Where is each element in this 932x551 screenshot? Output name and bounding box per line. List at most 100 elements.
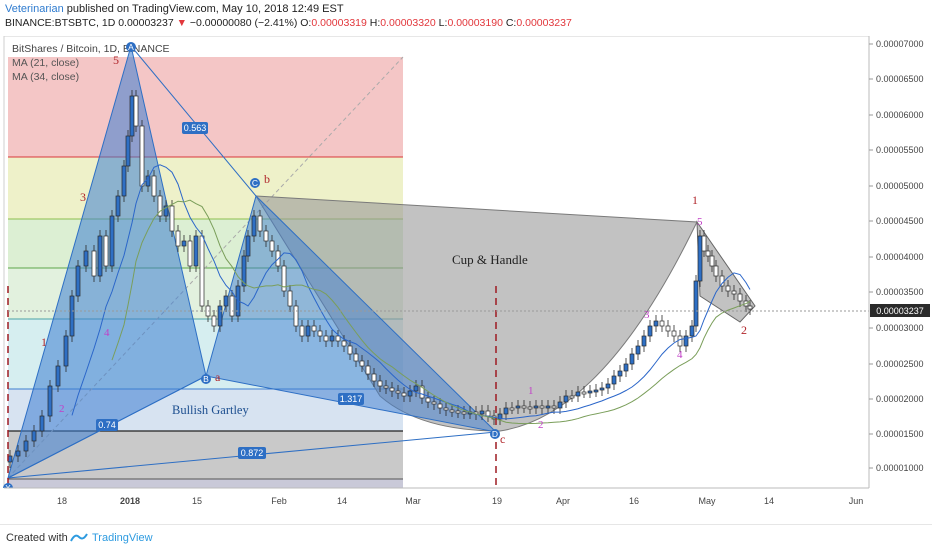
candle-body [287, 290, 293, 307]
point-b-marker [201, 374, 211, 384]
candle-body [55, 365, 61, 387]
y-tick-label: 0.00005500 [876, 145, 924, 155]
candle-body [641, 335, 647, 347]
candle-body [515, 405, 521, 409]
candle-body [269, 240, 275, 252]
created-with-text: Created with [6, 532, 68, 544]
wave-label-2-right: 2 [741, 323, 747, 337]
candle-body [129, 95, 135, 137]
candle-body [75, 265, 81, 297]
candle-body [121, 165, 127, 197]
legend-title: BitShares / Bitcoin, 1D, BINANCE [12, 43, 170, 55]
fib-band-bottom [8, 479, 403, 488]
y-tick-label: 0.00005000 [876, 181, 924, 191]
candle-body [15, 450, 21, 457]
candle-body [443, 407, 449, 411]
candle-body [317, 330, 323, 337]
candle-body [23, 440, 29, 452]
wave-label-1-pink: 1 [528, 385, 534, 397]
candle-body [347, 345, 353, 355]
fib-band-red [8, 57, 403, 157]
ratio-0872: 0.872 [241, 448, 264, 458]
x-tick-label: 18 [57, 496, 67, 506]
candle-body [665, 325, 671, 332]
candle-body [725, 285, 731, 292]
x-tick-label: 19 [492, 496, 502, 506]
candle-body [437, 403, 443, 409]
open-value: 0.00003319 [311, 17, 367, 29]
y-tick-label: 0.00004000 [876, 252, 924, 262]
candle-body [647, 325, 653, 337]
candle-body [133, 95, 139, 127]
y-tick-label: 0.00003500 [876, 287, 924, 297]
x-tick-label: 14 [337, 496, 347, 506]
candle-body [659, 320, 665, 327]
wave-label-2-pink: 2 [59, 403, 65, 415]
candle-body [563, 395, 569, 403]
candle-body [455, 410, 461, 414]
price-chart[interactable]: BitShares / Bitcoin, 1D, BINANCE MA (21,… [0, 36, 932, 524]
change-text: −0.00000080 (−2.41%) [189, 17, 298, 29]
author-link[interactable]: Veterinarian [5, 3, 64, 15]
wave-label-1: 1 [41, 335, 47, 349]
candle-body [163, 205, 169, 217]
candle-body [299, 325, 305, 337]
candle-body [97, 235, 103, 277]
wave-label-3-pink: 3 [644, 309, 650, 321]
wave-label-3: 3 [80, 190, 86, 204]
candle-body [533, 405, 539, 409]
candle-body [671, 330, 677, 337]
candle-body [115, 195, 121, 217]
ratio-1317: 1.317 [340, 394, 363, 404]
candle-body [701, 235, 707, 252]
candle-body [425, 397, 431, 403]
point-b-label: B [203, 374, 209, 384]
x-tick-label: Apr [556, 496, 570, 506]
candle-body [229, 295, 235, 317]
wave-label-4-pink-b: 4 [677, 349, 683, 361]
candle-body [569, 395, 575, 399]
candle-body [719, 275, 725, 287]
candle-body [39, 415, 45, 432]
wave-label-b: b [264, 172, 270, 186]
candle-body [365, 365, 371, 375]
candle-body [545, 405, 551, 409]
point-a-marker [126, 42, 136, 52]
candle-body [383, 385, 389, 389]
published-text: published on TradingView.com, May 10, 20… [63, 3, 344, 15]
candle-body [705, 250, 711, 257]
candle-body [395, 390, 401, 394]
candle-body [169, 205, 175, 232]
candle-body [353, 353, 359, 362]
y-tick-label: 0.00003000 [876, 323, 924, 333]
x-tick-label: 2018 [120, 496, 140, 506]
candle-body [557, 401, 563, 409]
point-a-label: A [128, 42, 134, 52]
y-axis[interactable] [869, 36, 932, 488]
candle-body [257, 215, 263, 232]
wave-label-1-right: 1 [692, 193, 698, 207]
ratio-0563: 0.563 [184, 123, 207, 133]
candle-body [83, 250, 89, 267]
candle-body [709, 255, 715, 267]
candle-body [63, 335, 69, 367]
candle-body [245, 235, 251, 257]
candle-body [509, 407, 515, 411]
y-tick-label: 0.00004500 [876, 216, 924, 226]
candle-body [407, 390, 413, 397]
candle-body [677, 335, 683, 347]
x-tick-label: Mar [405, 496, 421, 506]
candle-body [31, 430, 37, 442]
candle-body [389, 387, 395, 392]
candle-body [419, 385, 425, 399]
candle-body [139, 125, 145, 187]
last-price-text: 0.00003237 [876, 306, 924, 316]
bullish-gartley-label: Bullish Gartley [172, 403, 249, 417]
close-label: C: [505, 17, 517, 29]
x-axis[interactable] [0, 488, 932, 524]
candle-body [181, 240, 187, 247]
y-tick-label: 0.00001000 [876, 463, 924, 473]
candle-body [635, 345, 641, 355]
candle-body [69, 295, 75, 337]
tradingview-brand-link[interactable]: TradingView [92, 532, 153, 544]
